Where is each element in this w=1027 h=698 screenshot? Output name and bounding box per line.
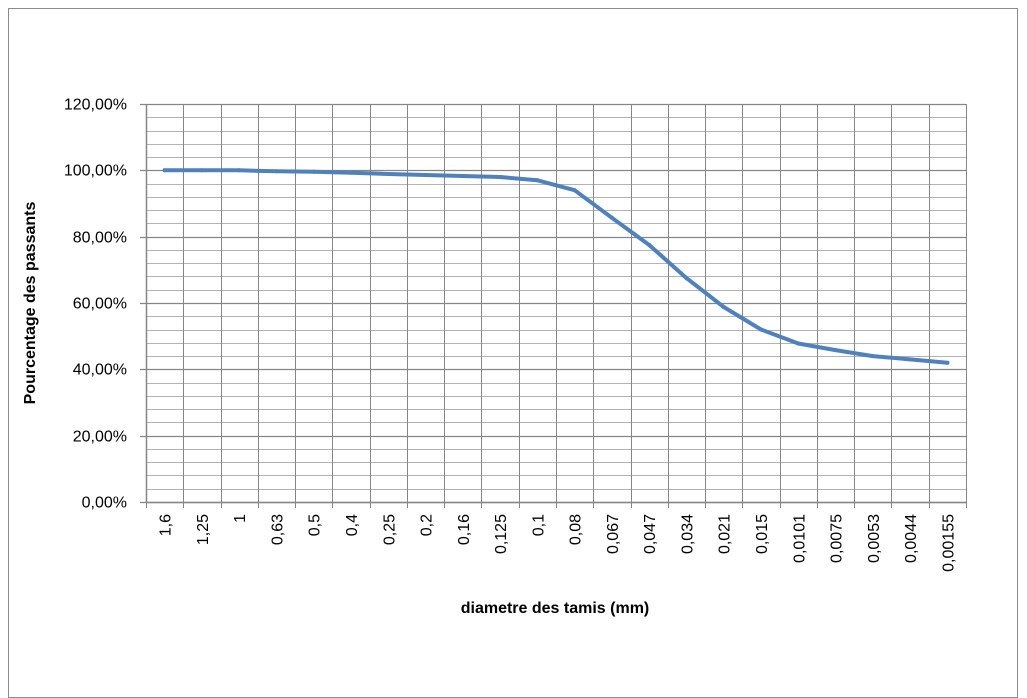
x-tick-label: 0,067 (605, 514, 622, 554)
x-tick-label: 0,034 (679, 514, 696, 554)
x-tick-label: 0,0044 (903, 514, 920, 563)
data-point (796, 341, 801, 346)
data-point (609, 215, 614, 220)
x-tick-label: 1,25 (195, 514, 212, 545)
x-tick-label: 0,0075 (829, 514, 846, 563)
x-tick-label: 0,25 (381, 514, 398, 545)
data-point (237, 168, 242, 173)
y-tick-label: 100,00% (64, 163, 127, 180)
x-tick-label: 0,1 (530, 514, 547, 536)
x-tick-label: 0,0101 (791, 514, 808, 563)
y-tick-label: 120,00% (64, 97, 127, 114)
x-tick-labels: 1,6 1,25 1 0,63 0,5 0,4 0,25 0,2 0,16 0,125 0,1 0,0… (158, 514, 958, 572)
series-layer (162, 168, 950, 365)
x-tick-label: 1 (232, 514, 249, 523)
data-point (349, 170, 353, 175)
x-tick-label: 0,00155 (940, 514, 957, 572)
data-point (311, 169, 316, 174)
x-axis-title: diametre des tamis (mm) (461, 600, 650, 617)
x-tick-label: 0,5 (307, 514, 324, 536)
data-point (945, 360, 950, 365)
data-point (386, 172, 391, 176)
data-point (460, 174, 465, 178)
data-point (423, 173, 428, 177)
data-point (684, 276, 689, 281)
data-point (908, 357, 913, 362)
data-point (870, 354, 875, 359)
data-point (274, 169, 279, 174)
x-tick-label: 0,2 (419, 514, 436, 536)
grid-layer (140, 103, 967, 504)
data-point (498, 175, 503, 179)
x-tick-label: 0,08 (568, 514, 585, 545)
x-tick-label: 0,125 (493, 514, 510, 554)
y-axis-title: Pourcentage des passants (22, 202, 39, 405)
x-tick-label: 0,047 (642, 514, 659, 554)
x-tick-label: 0,4 (344, 514, 361, 536)
data-point (572, 188, 577, 193)
data-point (647, 243, 652, 247)
x-tick-label: 1,6 (158, 514, 175, 536)
x-tick-label: 0,015 (754, 514, 771, 554)
data-point (721, 305, 726, 309)
x-tick-label: 0,63 (269, 514, 286, 545)
y-tick-label: 80,00% (73, 230, 127, 247)
data-point (833, 348, 838, 353)
y-tick-label: 40,00% (73, 362, 127, 379)
data-point (759, 327, 763, 332)
x-tick-label: 0,0053 (866, 514, 883, 563)
x-tick-label: 0,021 (717, 514, 734, 554)
data-point (199, 168, 204, 173)
y-tick-label: 60,00% (73, 296, 127, 313)
y-tick-label: 0,00% (82, 495, 127, 512)
x-tick-label: 0,16 (456, 514, 473, 545)
y-tick-label: 20,00% (73, 429, 127, 446)
y-tick-labels: 0,00% 20,00% 40,00% 60,00% 80,00% 100,00% 120,… (64, 97, 127, 512)
series-line (162, 168, 950, 365)
data-point (535, 178, 540, 183)
data-point (162, 168, 167, 173)
axis-layer (145, 104, 967, 508)
